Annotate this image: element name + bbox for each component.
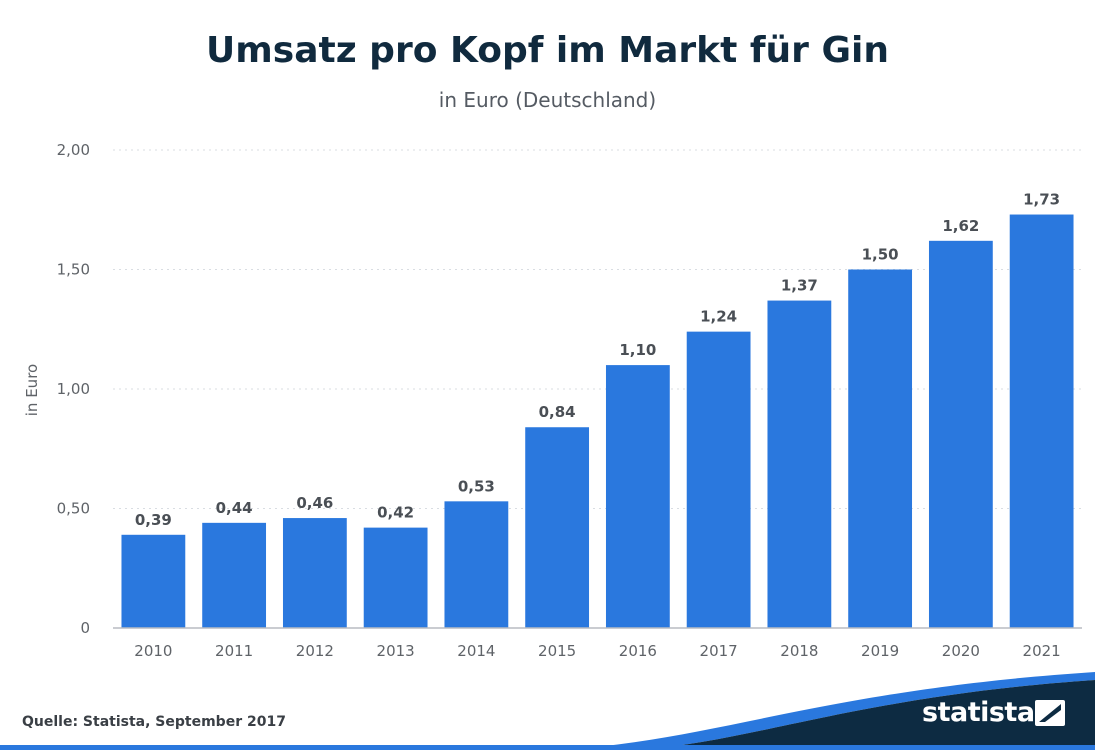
x-tick-label: 2011: [215, 642, 253, 660]
bar[interactable]: [686, 331, 751, 628]
y-tick-label: 0: [80, 619, 90, 637]
data-label: 1,24: [700, 308, 737, 326]
bar[interactable]: [1009, 214, 1074, 628]
bar[interactable]: [848, 269, 913, 629]
y-tick-label: 1,00: [57, 380, 90, 398]
data-label: 0,39: [135, 511, 172, 529]
y-tick-labels: 0 0,50 1,00 1,50 2,00: [57, 141, 90, 637]
data-label: 1,10: [619, 341, 656, 359]
y-tick-label: 0,50: [57, 500, 90, 518]
bar[interactable]: [767, 300, 832, 628]
bar[interactable]: [363, 527, 428, 628]
chart-title: Umsatz pro Kopf im Markt für Gin: [206, 30, 889, 71]
bar[interactable]: [928, 240, 993, 628]
bar[interactable]: [605, 365, 670, 628]
data-label: 0,42: [377, 504, 414, 522]
statista-logo-icon: [1035, 700, 1065, 726]
data-label: 1,37: [781, 277, 818, 295]
y-tick-label: 2,00: [57, 141, 90, 159]
source-note: Quelle: Statista, September 2017: [22, 714, 286, 730]
y-axis-title: in Euro: [23, 364, 41, 416]
bar[interactable]: [282, 518, 347, 628]
x-tick-labels: 2010 2011 2012 2013 2014 2015 2016 2017 2018 2019…: [134, 642, 1060, 660]
x-tick-label: 2019: [861, 642, 899, 660]
x-tick-label: 2015: [538, 642, 576, 660]
x-tick-label: 2010: [134, 642, 172, 660]
data-label: 1,73: [1023, 191, 1060, 209]
data-label: 0,46: [296, 494, 333, 512]
y-tick-label: 1,50: [57, 261, 90, 279]
x-tick-label: 2013: [377, 642, 415, 660]
value-labels: 0,39 0,44 0,46 0,42 0,53 0,84 1,10 1,24 1,37 1,50…: [135, 191, 1060, 529]
x-tick-label: 2016: [619, 642, 657, 660]
chart-subtitle: in Euro (Deutschland): [438, 88, 657, 112]
bar[interactable]: [202, 522, 267, 628]
data-label: 0,84: [539, 403, 576, 421]
x-tick-label: 2018: [780, 642, 818, 660]
x-tick-label: 2021: [1023, 642, 1061, 660]
x-tick-label: 2020: [942, 642, 980, 660]
x-tick-label: 2012: [296, 642, 334, 660]
x-tick-label: 2014: [457, 642, 495, 660]
x-tick-label: 2017: [700, 642, 738, 660]
bar[interactable]: [121, 534, 186, 628]
bottom-strip: [0, 745, 1095, 750]
statista-logo[interactable]: statista: [922, 697, 1035, 728]
data-label: 0,44: [216, 499, 253, 517]
bar[interactable]: [525, 427, 590, 628]
data-label: 0,53: [458, 477, 495, 495]
data-label: 1,62: [942, 217, 979, 235]
bar[interactable]: [444, 501, 509, 628]
bar-chart: 00,501,001,502,00 2010 2011 2012 2013 2014 20…: [23, 141, 1082, 660]
bars: [121, 214, 1074, 629]
data-label: 1,50: [862, 246, 899, 264]
